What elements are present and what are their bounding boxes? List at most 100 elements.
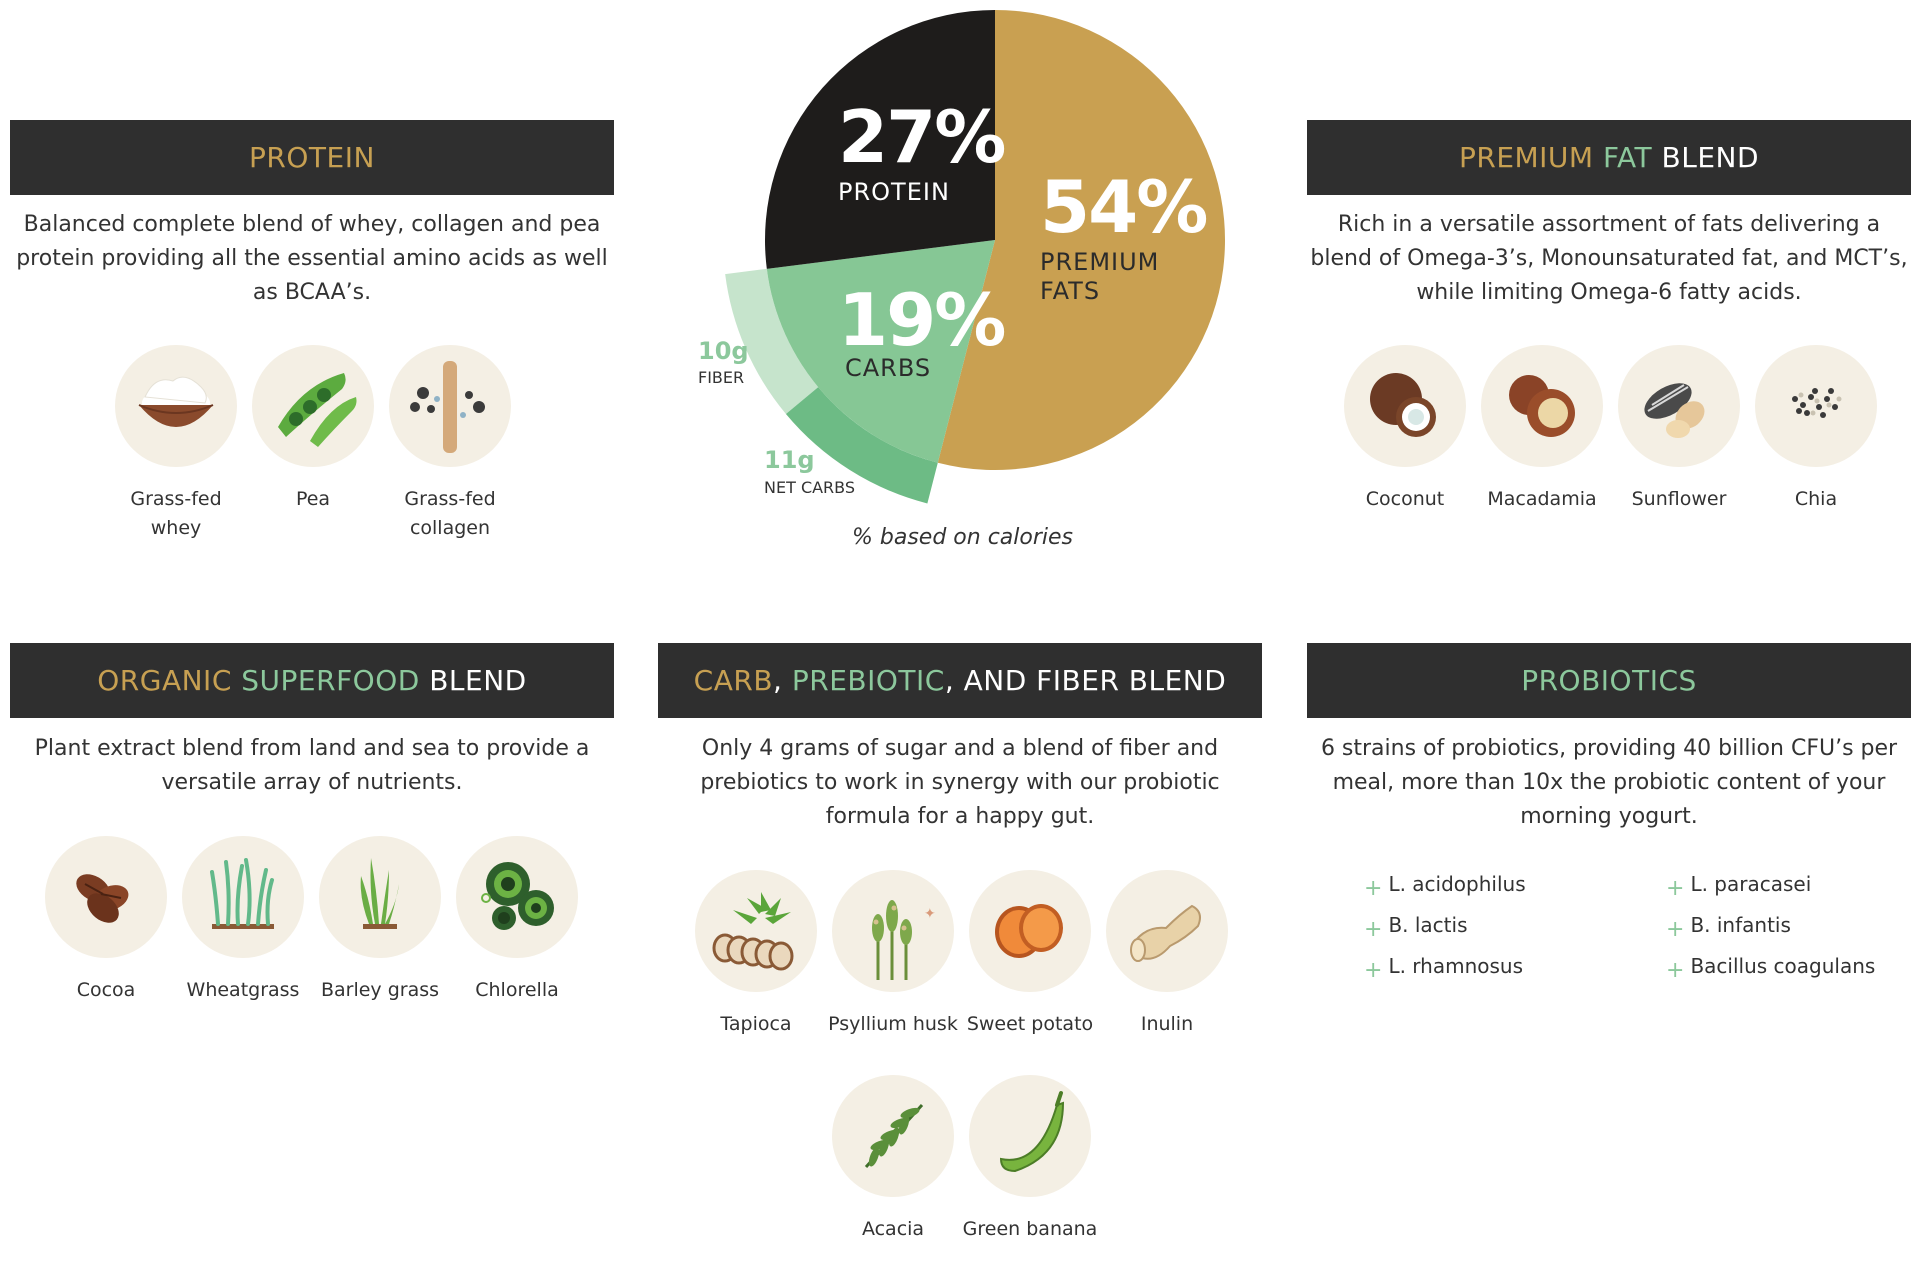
protein-description: Balanced complete blend of whey, collage… <box>10 208 614 310</box>
ingredient-label: Acacia <box>861 1218 925 1240</box>
ingredient-item: Green banana <box>960 1075 1100 1244</box>
superfood-header: ORGANIC SUPERFOOD BLEND <box>10 643 614 718</box>
plus-icon: + <box>1666 958 1685 983</box>
probiotic-strain: + L. acidophilus <box>1364 872 1526 901</box>
tapioca-icon <box>695 870 817 992</box>
desc-line: morning yogurt. <box>1520 804 1698 829</box>
desc-line: formula for a happy gut. <box>825 804 1095 829</box>
ingredient-label: Sweet potato <box>966 1013 1094 1035</box>
plus-icon: + <box>1364 876 1383 901</box>
ingredient-label: Grass-fed collagen <box>404 488 496 539</box>
ingredient-label: Tapioca <box>720 1013 792 1035</box>
ingredient-item: Grass-fed collagen <box>380 345 520 543</box>
desc-line: Balanced complete blend of whey, collage… <box>23 212 601 237</box>
title-part: PREBIOTIC <box>791 664 945 697</box>
protein-header: PROTEIN <box>10 120 614 195</box>
pie-slice-protein <box>765 10 995 269</box>
ingredient-item: Acacia <box>823 1075 963 1244</box>
pie-svg <box>725 10 1225 504</box>
desc-line: blend of Omega-3’s, Monounsaturated fat,… <box>1310 246 1908 271</box>
macro-pie-chart: 27% PROTEIN 54% PREMIUM FATS 19% CARBS 10… <box>698 0 1260 560</box>
ingredient-label: Wheatgrass <box>186 979 300 1001</box>
desc-line: Only 4 grams of sugar and a blend of fib… <box>701 736 1219 761</box>
protein-percent-value: 27% <box>838 95 1006 179</box>
ingredient-item: Cocoa <box>36 836 176 1005</box>
desc-line: 6 strains of probiotics, providing 40 bi… <box>1320 736 1898 761</box>
ingredient-label: Chia <box>1794 488 1838 510</box>
ingredient-item: Macadamia <box>1472 345 1612 514</box>
sunflower-seed-icon <box>1618 345 1740 467</box>
cocoa-beans-icon <box>45 836 167 958</box>
probiotic-strain-name: L. acidophilus <box>1388 872 1526 896</box>
green-banana-icon <box>969 1075 1091 1197</box>
ingredient-label: Macadamia <box>1487 488 1597 510</box>
probiotic-strain: + L. rhamnosus <box>1364 954 1523 983</box>
ingredient-item: Chia <box>1746 345 1886 514</box>
ingredient-label: Sunflower <box>1631 488 1727 510</box>
fats-description: Rich in a versatile assortment of fats d… <box>1307 208 1911 310</box>
title-part: PROBIOTICS <box>1521 664 1697 697</box>
superfood-description: Plant extract blend from land and sea to… <box>10 732 614 800</box>
sweet-potato-icon <box>969 870 1091 992</box>
inulin-root-icon <box>1106 870 1228 992</box>
superfood-title: ORGANIC SUPERFOOD BLEND <box>97 664 526 697</box>
ingredient-label: Inulin <box>1140 1013 1194 1035</box>
carbs-percent: 19% <box>838 278 1006 362</box>
probiotic-strain: + B. infantis <box>1666 913 1791 942</box>
collagen-icon <box>389 345 511 467</box>
desc-line: Rich in a versatile assortment of fats d… <box>1337 212 1881 237</box>
desc-line: Plant extract blend from land and sea to… <box>34 736 590 761</box>
carb-description: Only 4 grams of sugar and a blend of fib… <box>658 732 1262 834</box>
net-carbs-amount: 11g <box>764 446 815 474</box>
chia-seeds-icon <box>1755 345 1877 467</box>
chart-caption: % based on calories <box>852 525 1073 550</box>
probiotic-strain: + Bacillus coagulans <box>1666 954 1875 983</box>
ingredient-label: Pea <box>295 488 331 510</box>
carb-header: CARB, PREBIOTIC, AND FIBER BLEND <box>658 643 1262 718</box>
ingredient-label: Coconut <box>1365 488 1445 510</box>
barley-grass-icon <box>319 836 441 958</box>
probiotic-strain: + B. lactis <box>1364 913 1468 942</box>
title-part: BLEND <box>419 664 527 697</box>
protein-percent: 27% <box>838 95 1006 179</box>
desc-line: protein providing all the essential amin… <box>16 246 608 271</box>
title-part: , AND FIBER BLEND <box>944 664 1227 697</box>
desc-line: versatile array of nutrients. <box>161 770 463 795</box>
net-carbs-ring <box>785 387 938 504</box>
carb-title: CARB, PREBIOTIC, AND FIBER BLEND <box>694 664 1227 697</box>
pea-pod-icon <box>252 345 374 467</box>
plus-icon: + <box>1364 958 1383 983</box>
probiotic-strain: + L. paracasei <box>1666 872 1811 901</box>
ingredient-item: Wheatgrass <box>173 836 313 1005</box>
title-part: , <box>773 664 792 697</box>
desc-line: prebiotics to work in synergy with our p… <box>700 770 1220 795</box>
ingredient-item: Grass-fed whey <box>106 345 246 543</box>
ingredient-item: Pea <box>243 345 383 514</box>
ingredient-label: Green banana <box>962 1218 1098 1240</box>
fats-label-line: FATS <box>1040 277 1101 305</box>
svg-text:✦: ✦ <box>924 906 936 922</box>
acacia-leaf-icon <box>832 1075 954 1197</box>
fiber-label: FIBER <box>698 368 745 387</box>
fats-header: PREMIUM FAT BLEND <box>1307 120 1911 195</box>
title-part: ORGANIC <box>97 664 242 697</box>
fats-label-line: PREMIUM <box>1040 248 1160 276</box>
macadamia-icon <box>1481 345 1603 467</box>
ingredient-label: Psyllium husk <box>828 1013 958 1035</box>
plus-icon: + <box>1364 917 1383 942</box>
title-part: BLEND <box>1652 141 1760 174</box>
ingredient-label: Barley grass <box>320 979 440 1001</box>
chlorella-icon <box>456 836 578 958</box>
ingredient-item: Barley grass <box>310 836 450 1005</box>
ingredient-item: ✦ Psyllium husk <box>823 870 963 1039</box>
ingredient-item: Coconut <box>1335 345 1475 514</box>
plus-icon: + <box>1666 876 1685 901</box>
protein-slice-label: PROTEIN <box>838 178 950 206</box>
probiotic-strain-name: B. lactis <box>1388 913 1468 937</box>
title-part: FAT <box>1602 141 1653 174</box>
coconut-icon <box>1344 345 1466 467</box>
plus-icon: + <box>1666 917 1685 942</box>
wheatgrass-icon <box>182 836 304 958</box>
fats-slice-label: PREMIUM FATS <box>1040 248 1159 306</box>
carbs-slice-label: CARBS <box>845 354 932 382</box>
